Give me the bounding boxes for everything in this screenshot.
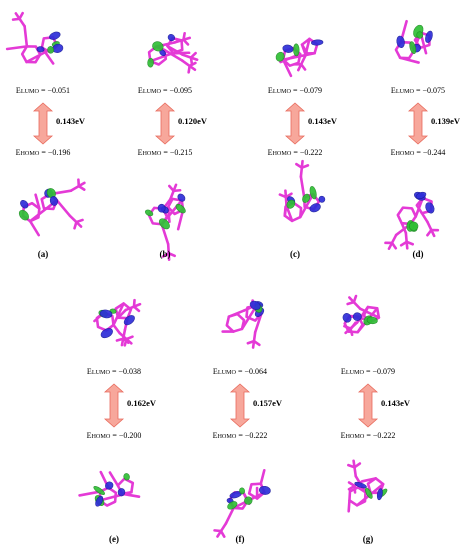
lumo-energy-0: ELUMO = −0.051 bbox=[15, 86, 71, 95]
panel-label-6: (g) bbox=[362, 534, 374, 544]
homo-energy-4: EHOMO = −0.200 bbox=[86, 431, 142, 440]
gap-arrow-2 bbox=[284, 102, 306, 145]
lumo-energy-3: ELUMO = −0.075 bbox=[390, 86, 446, 95]
energy-gap-1: 0.120eV bbox=[178, 116, 208, 126]
gap-arrow-6 bbox=[357, 383, 379, 428]
gap-arrow-0 bbox=[32, 102, 54, 145]
molecule-homo-6 bbox=[347, 459, 388, 513]
panel-label-5: (f) bbox=[235, 534, 245, 544]
molecule-homo-2 bbox=[278, 159, 326, 223]
molecule-lumo-6 bbox=[342, 294, 381, 337]
gap-arrow-4 bbox=[103, 383, 125, 428]
molecule-lumo-4 bbox=[93, 298, 142, 347]
energy-gap-0: 0.143eV bbox=[56, 116, 86, 126]
gap-arrow-5 bbox=[229, 383, 251, 428]
panel-label-0: (a) bbox=[37, 249, 49, 259]
homo-energy-1: EHOMO = −0.215 bbox=[137, 148, 193, 157]
molecule-homo-3 bbox=[384, 191, 440, 250]
molecule-lumo-1 bbox=[147, 32, 199, 74]
molecule-homo-5 bbox=[213, 469, 271, 538]
energy-gap-6: 0.143eV bbox=[381, 398, 411, 408]
energy-gap-3: 0.139eV bbox=[431, 116, 461, 126]
energy-gap-5: 0.157eV bbox=[253, 398, 283, 408]
homo-energy-6: EHOMO = −0.222 bbox=[340, 431, 396, 440]
energy-gap-2: 0.143eV bbox=[308, 116, 338, 126]
homo-energy-5: EHOMO = −0.222 bbox=[212, 431, 268, 440]
molecule-lumo-3 bbox=[394, 19, 433, 64]
molecule-homo-0 bbox=[18, 178, 86, 237]
homo-energy-0: EHOMO = −0.196 bbox=[15, 148, 71, 157]
molecule-homo-4 bbox=[78, 470, 141, 507]
panel-label-1: (b) bbox=[159, 249, 171, 259]
lumo-energy-5: ELUMO = −0.064 bbox=[212, 367, 268, 376]
homo-energy-3: EHOMO = −0.244 bbox=[390, 148, 446, 157]
molecule-lumo-0 bbox=[5, 11, 64, 65]
panel-label-4: (e) bbox=[109, 534, 119, 544]
energy-gap-4: 0.162eV bbox=[127, 398, 157, 408]
lumo-energy-6: ELUMO = −0.079 bbox=[340, 367, 396, 376]
homo-energy-2: EHOMO = −0.222 bbox=[267, 148, 323, 157]
panel-label-2: (c) bbox=[290, 249, 300, 259]
molecule-lumo-2 bbox=[275, 37, 324, 78]
molecule-homo-1 bbox=[144, 183, 186, 262]
gap-arrow-1 bbox=[154, 102, 176, 145]
gap-arrow-3 bbox=[407, 102, 429, 145]
lumo-energy-4: ELUMO = −0.038 bbox=[86, 367, 142, 376]
lumo-energy-1: ELUMO = −0.095 bbox=[137, 86, 193, 95]
lumo-energy-2: ELUMO = −0.079 bbox=[267, 86, 323, 95]
molecule-lumo-5 bbox=[221, 299, 265, 349]
panel-label-3: (d) bbox=[412, 249, 424, 259]
